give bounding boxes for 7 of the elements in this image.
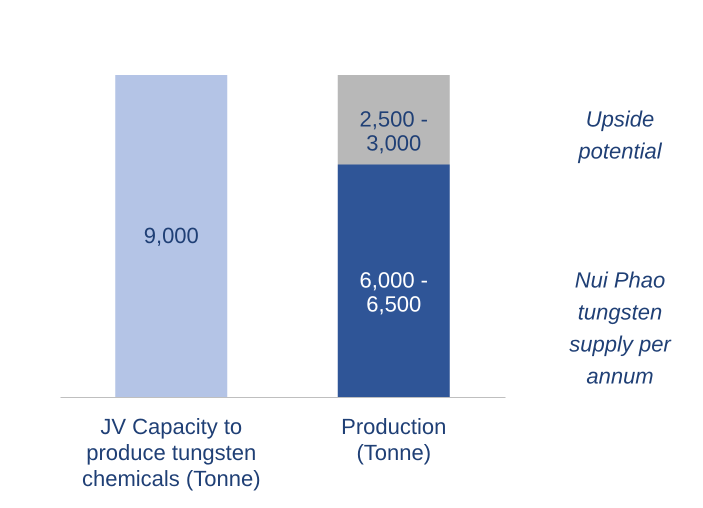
- annotation: 6,000 - 6,500: [360, 268, 428, 317]
- x-tick-label: Production (Tonne): [341, 414, 446, 465]
- data-label: 9,000: [144, 223, 199, 248]
- annotation: 2,500 - 3,000: [360, 106, 428, 156]
- x-tick-label: JV Capacity to produce tungsten chemicals (Tonne): [82, 414, 261, 491]
- text: Nui Phao tungsten supply per annum: [569, 268, 672, 389]
- text: Upside potential: [577, 106, 663, 164]
